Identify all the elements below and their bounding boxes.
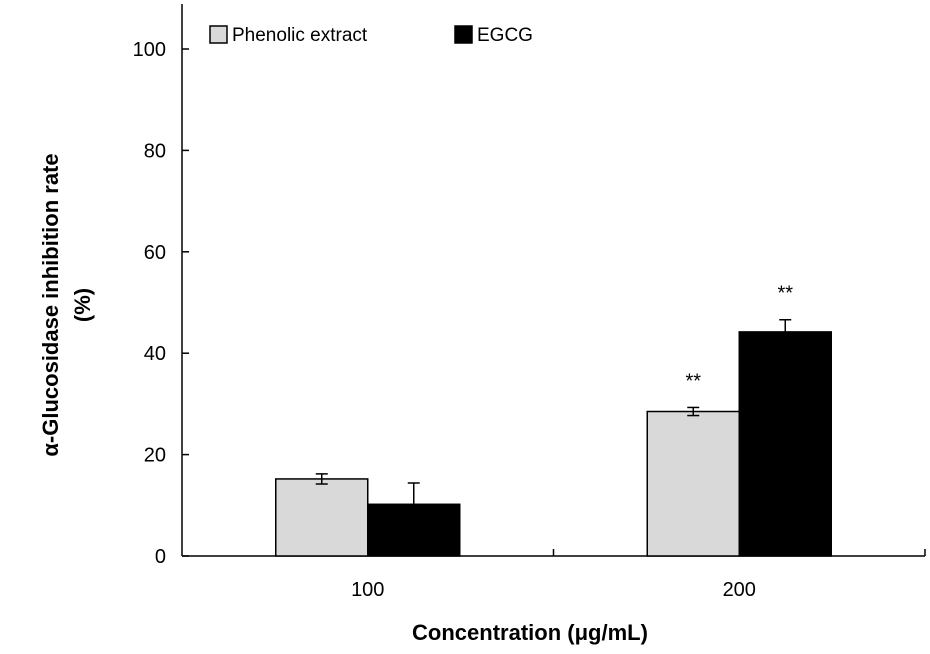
- y-axis-title-line-2: (%): [70, 288, 95, 322]
- x-tick-label: 100: [351, 579, 384, 601]
- legend-swatch: [209, 25, 228, 44]
- y-axis-title-line-1: α-Glucosidase inhibition rate: [38, 153, 63, 456]
- y-axis: 0 20 40 60 80 100: [133, 4, 189, 568]
- significance-marker: **: [685, 370, 701, 392]
- legend-label: Phenolic extract: [232, 25, 368, 46]
- x-axis: 100 200: [182, 549, 926, 601]
- legend-label: EGCG: [477, 25, 533, 46]
- bar: [275, 478, 369, 557]
- legend: Phenolic extract EGCG: [209, 25, 533, 46]
- y-tick-label: 60: [144, 242, 166, 264]
- bars: [275, 331, 832, 557]
- y-tick-label: 100: [133, 39, 166, 61]
- y-axis-title: α-Glucosidase inhibition rate (%): [38, 153, 95, 456]
- legend-swatch: [454, 25, 473, 44]
- y-tick-label: 20: [144, 445, 166, 467]
- annotations: ** **: [685, 283, 793, 393]
- error-bars: [315, 318, 792, 527]
- x-tick-label: 200: [723, 579, 756, 601]
- bar: [646, 410, 740, 557]
- y-tick-label: 80: [144, 140, 166, 162]
- y-tick-label: 40: [144, 343, 166, 365]
- significance-marker: **: [777, 283, 793, 305]
- bar: [738, 331, 832, 557]
- x-axis-title: Concentration (μg/mL): [412, 620, 648, 645]
- y-tick-label: 0: [155, 546, 166, 568]
